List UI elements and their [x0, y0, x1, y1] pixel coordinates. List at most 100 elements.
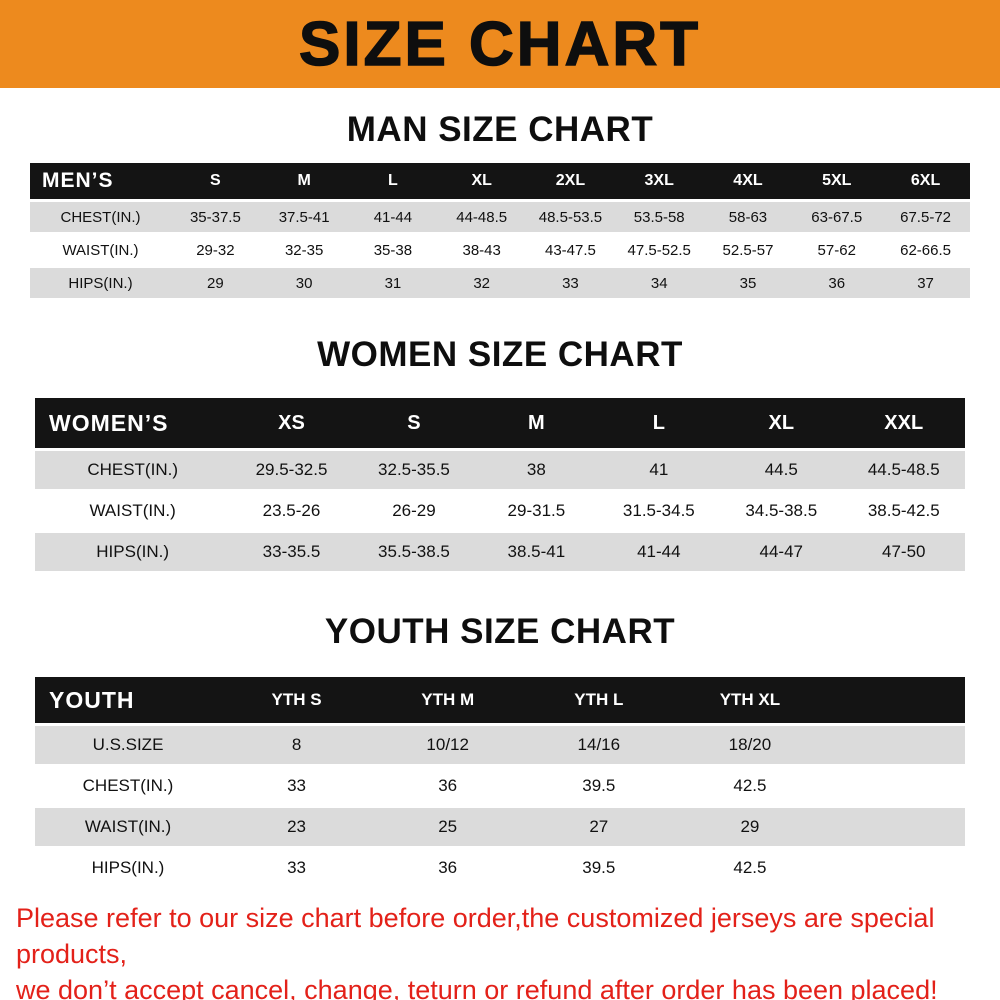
size-value-cell: 38 — [526, 460, 546, 479]
size-value-cell: 48.5-53.5 — [538, 208, 603, 226]
measurement-row: U.S.SIZE 8 10/12 14/16 18/20 — [35, 726, 965, 764]
size-value-cell: 29-32 — [196, 241, 235, 259]
size-value-cell: 23 — [287, 817, 307, 836]
row-label: WAIST(IN.) — [84, 817, 172, 836]
size-value-cell: 38.5-41 — [507, 542, 566, 561]
size-value-cell: 35 — [739, 274, 757, 292]
size-value-cell: 41 — [649, 460, 669, 479]
youth-size-table: YOUTH YTH S YTH M YTH L YTH XL U.S.SIZE 8 10/12… — [35, 674, 965, 890]
size-value-cell: 33 — [287, 776, 307, 795]
size-value-cell: 47.5-52.5 — [627, 241, 691, 259]
size-value-cell: 29 — [207, 274, 224, 292]
row-label: WAIST(IN.) — [89, 501, 176, 520]
size-value-cell: 44-47 — [759, 542, 803, 561]
size-value-cell: 30 — [295, 274, 313, 292]
size-value-cell: 34.5-38.5 — [745, 501, 818, 520]
size-header-cell: M — [528, 411, 545, 434]
youth-section-heading: YOUTH SIZE CHART — [324, 612, 676, 651]
size-value-cell: 33 — [287, 858, 307, 877]
size-header-row: MEN’S S M L XL 2XL 3XL 4XL 5XL 6XL — [30, 163, 970, 199]
section-youth: YOUTH SIZE CHART YOUTH YTH S YTH M YTH L YTH… — [0, 612, 1000, 890]
measurement-row: HIPS(IN.) 33 36 39.5 42.5 — [35, 849, 965, 887]
filler-cell — [826, 767, 966, 805]
measurement-row: WAIST(IN.) 23.5-26 26-29 29-31.5 31.5-34.5 34… — [35, 492, 965, 530]
row-label: U.S.SIZE — [92, 735, 164, 754]
size-value-cell: 8 — [291, 735, 302, 754]
womens-size-table: WOMEN’S XS S M L XL XXL CHEST(IN.) 29.5-32.5 32.5… — [35, 395, 965, 574]
size-value-cell: 47-50 — [882, 542, 926, 561]
size-value-cell: 39.5 — [582, 858, 616, 877]
size-value-cell: 63-67.5 — [811, 208, 863, 226]
size-header-cell: XL — [768, 411, 795, 434]
section-women: WOMEN SIZE CHART WOMEN’S XS S M L XL XXL CHEST(… — [0, 335, 1000, 574]
measurement-row: HIPS(IN.) 29 30 31 32 33 34 35 36 37 — [30, 268, 970, 298]
size-value-cell: 42.5 — [733, 776, 767, 795]
size-value-cell: 38.5-42.5 — [867, 501, 940, 520]
size-header-cell: XXL — [884, 411, 924, 434]
size-value-cell: 41-44 — [373, 208, 413, 226]
size-value-cell: 34 — [650, 274, 668, 292]
measurement-row: HIPS(IN.) 33-35.5 35.5-38.5 38.5-41 41-44 44-… — [35, 533, 965, 571]
size-value-cell: 29 — [740, 817, 760, 836]
measurement-row: WAIST(IN.) 23 25 27 29 — [35, 808, 965, 846]
size-value-cell: 57-62 — [817, 241, 856, 259]
men-section-heading: MAN SIZE CHART — [346, 110, 654, 149]
size-header-cell: YTH L — [574, 690, 624, 709]
row-label: HIPS(IN.) — [91, 858, 165, 877]
size-value-cell: 44-48.5 — [456, 208, 508, 226]
size-value-cell: 44.5 — [764, 460, 798, 479]
size-value-cell: 31.5-34.5 — [622, 501, 695, 520]
size-value-cell: 33 — [562, 274, 579, 292]
women-section-heading: WOMEN SIZE CHART — [317, 335, 683, 374]
size-value-cell: 53.5-58 — [633, 208, 685, 226]
size-value-cell: 37 — [917, 274, 934, 292]
size-value-cell: 58-63 — [728, 208, 768, 226]
banner: SIZE CHART — [0, 0, 1000, 88]
measurement-row: CHEST(IN.) 33 36 39.5 42.5 — [35, 767, 965, 805]
size-header-row: WOMEN’S XS S M L XL XXL — [35, 398, 965, 448]
banner-title: SIZE CHART — [298, 9, 701, 80]
filler-cell — [826, 677, 966, 723]
size-header-cell: S — [407, 411, 421, 434]
size-value-cell: 67.5-72 — [900, 208, 951, 226]
size-value-cell: 44.5-48.5 — [867, 460, 940, 479]
size-value-cell: 35.5-38.5 — [378, 542, 450, 561]
filler-cell — [826, 808, 966, 846]
measurement-row: CHEST(IN.) 29.5-32.5 32.5-35.5 38 41 44.5 44.5… — [35, 451, 965, 489]
row-label: WAIST(IN.) — [62, 241, 139, 259]
size-header-cell: M — [297, 172, 311, 189]
section-men: MAN SIZE CHART MEN’S S M L XL 2XL 3XL 4XL 5XL 6XL… — [0, 110, 1000, 301]
size-value-cell: 27 — [589, 817, 609, 836]
size-value-cell: 31 — [384, 274, 402, 292]
size-value-cell: 26-29 — [392, 501, 436, 520]
size-header-cell: 5XL — [822, 172, 852, 189]
row-label: CHEST(IN.) — [60, 208, 141, 226]
mens-size-table: MEN’S S M L XL 2XL 3XL 4XL 5XL 6XL CHEST(IN.) 35-37… — [30, 160, 970, 301]
size-value-cell: 36 — [438, 776, 458, 795]
size-value-cell: 35-37.5 — [189, 208, 241, 226]
measurement-row: CHEST(IN.) 35-37.5 37.5-41 41-44 44-48.5 48.5… — [30, 202, 970, 232]
size-header-cell: XS — [278, 411, 305, 434]
size-value-cell: 10/12 — [426, 735, 469, 754]
size-header-cell: YTH S — [271, 690, 322, 709]
size-value-cell: 18/20 — [728, 735, 772, 754]
size-value-cell: 29-31.5 — [507, 501, 566, 520]
size-value-cell: 37.5-41 — [278, 208, 330, 226]
notice-line-2: we don’t accept cancel, change, teturn o… — [16, 975, 938, 1000]
size-header-cell: XL — [471, 172, 492, 189]
size-value-cell: 32.5-35.5 — [378, 460, 450, 479]
size-header-cell: L — [388, 172, 398, 189]
row-label: CHEST(IN.) — [82, 776, 174, 795]
size-value-cell: 43-47.5 — [545, 241, 596, 259]
row-label: CHEST(IN.) — [87, 460, 178, 479]
row-label: HIPS(IN.) — [96, 542, 170, 561]
notice-line-1: Please refer to our size chart before or… — [16, 903, 935, 969]
size-header-cell: 6XL — [910, 172, 941, 189]
size-value-cell: 35-38 — [373, 241, 413, 259]
size-header-cell: YTH XL — [719, 690, 781, 709]
size-header-cell: 2XL — [555, 172, 586, 189]
size-value-cell: 42.5 — [733, 858, 767, 877]
size-value-cell: 39.5 — [582, 776, 616, 795]
size-value-cell: 33-35.5 — [262, 542, 321, 561]
